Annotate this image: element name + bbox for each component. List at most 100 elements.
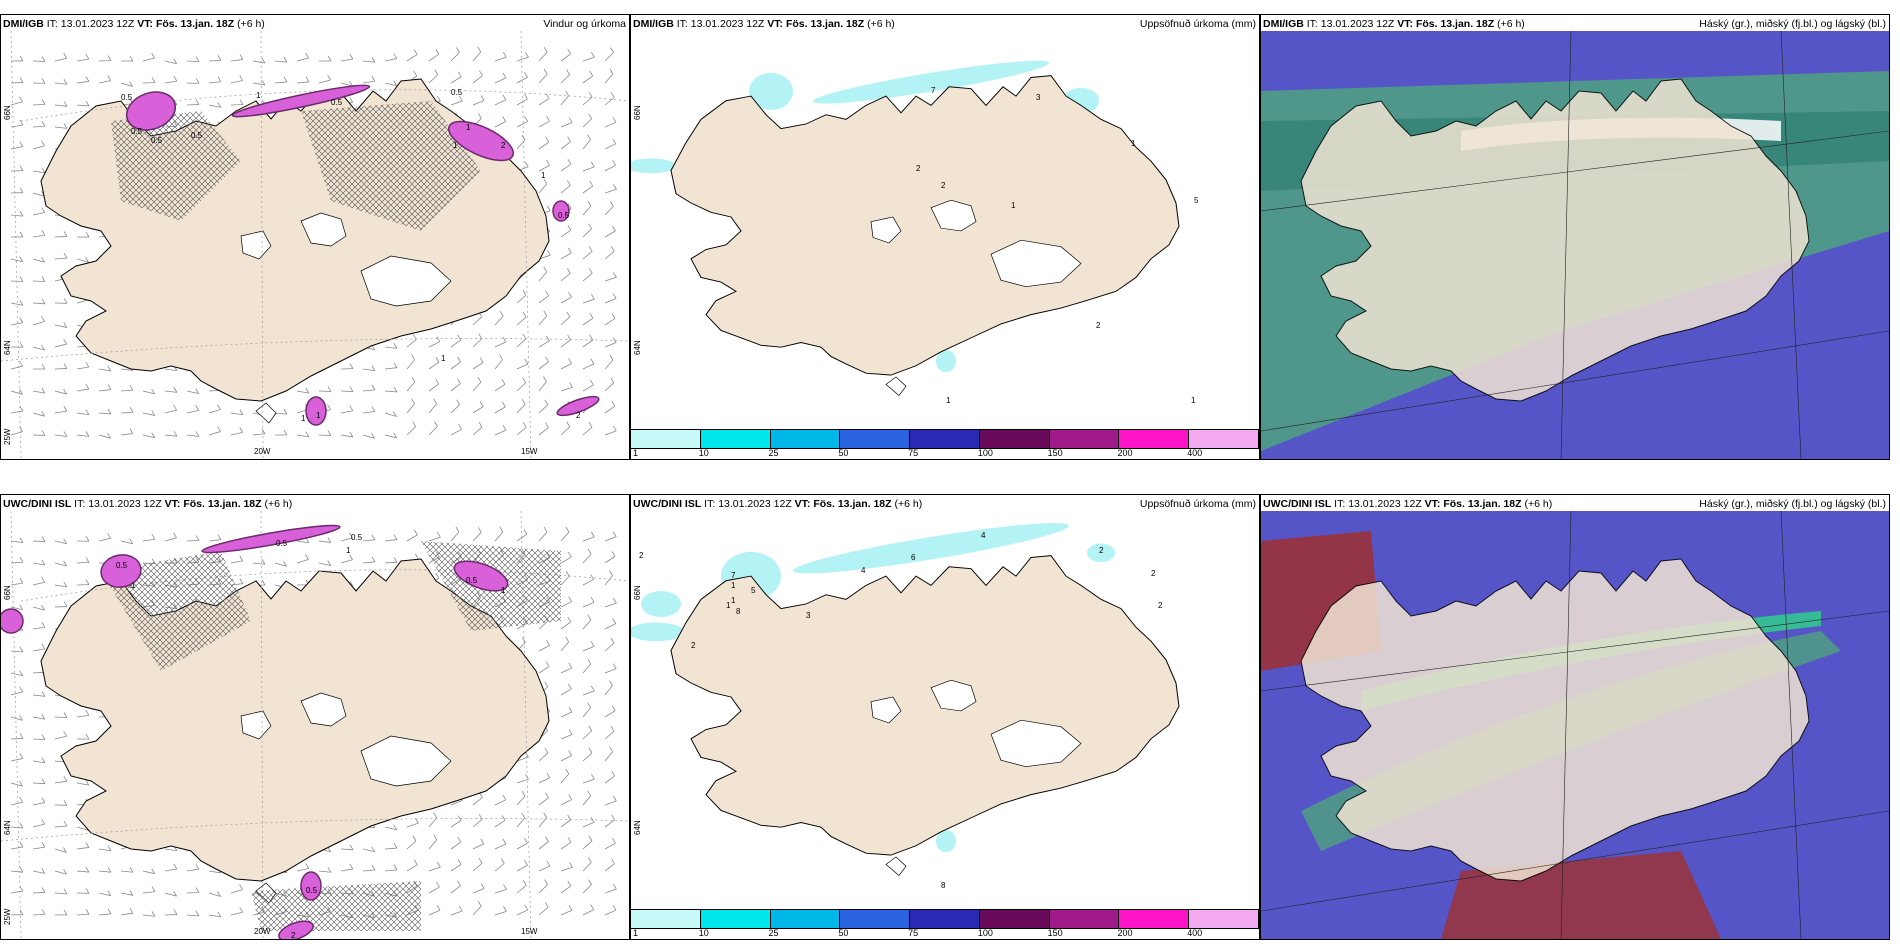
wind-barb-flag xyxy=(173,863,178,870)
wind-barb xyxy=(560,909,573,916)
wind-barb xyxy=(98,892,111,897)
wind-barb xyxy=(76,913,90,916)
panel-clouds-dmi: DMI/IGB IT: 13.01.2023 12Z VT: Fös. 13.j… xyxy=(1260,14,1890,460)
wind-barb xyxy=(340,434,353,438)
wind-barb-flag xyxy=(195,887,200,893)
hatched-area xyxy=(301,101,481,231)
wind-barb xyxy=(516,363,529,370)
wind-barb xyxy=(560,53,571,62)
wind-barb-flag xyxy=(41,559,46,566)
wind-barb xyxy=(560,339,571,348)
graticule-line xyxy=(1560,31,1572,459)
wind-barb-flag xyxy=(393,411,397,417)
wind-barb-flag xyxy=(19,165,24,171)
wind-barb-flag xyxy=(499,354,503,360)
wind-barb-flag xyxy=(590,817,595,823)
wind-barb xyxy=(98,537,111,542)
wind-barb xyxy=(164,60,177,65)
wind-barb xyxy=(230,59,243,62)
wind-barb xyxy=(54,892,67,895)
wind-barb xyxy=(516,76,528,84)
graticule-line xyxy=(20,569,629,602)
hatched-area xyxy=(111,111,241,221)
wind-barb-flag xyxy=(569,862,573,868)
precip-area xyxy=(749,72,793,111)
wind-barb xyxy=(582,909,594,916)
wind-barb-flag xyxy=(502,94,507,100)
contour-value-label: 4 xyxy=(861,566,866,575)
wind-barb-flag xyxy=(327,55,332,62)
wind-barb-flag xyxy=(610,377,615,384)
wind-barb-flag xyxy=(568,117,573,123)
wind-barb-flag xyxy=(19,55,24,62)
wind-barb-flag xyxy=(85,710,90,716)
contour-value-label: 0.5 xyxy=(191,131,203,140)
graticule-line xyxy=(1,818,629,842)
precip-area xyxy=(447,120,515,162)
wind-barb xyxy=(472,532,482,542)
wind-barb-flag xyxy=(85,431,90,437)
wind-barb xyxy=(604,751,613,762)
wind-barb-flag xyxy=(587,548,592,555)
wind-barb xyxy=(494,341,507,348)
contour-value-label: 2 xyxy=(1151,569,1156,578)
wind-barb-flag xyxy=(63,79,68,85)
precip-area xyxy=(936,349,956,373)
wind-barb-flag xyxy=(587,134,591,140)
wind-barb xyxy=(494,406,506,414)
wind-barb xyxy=(450,864,462,872)
wind-barb-flag xyxy=(590,358,595,365)
wind-barb-flag xyxy=(568,292,572,298)
wind-barb xyxy=(560,641,569,652)
wind-barb-flag xyxy=(349,844,354,850)
wind-barb-flag xyxy=(613,184,617,190)
wind-barb-flag xyxy=(502,838,507,845)
wind-barb-flag xyxy=(371,556,376,563)
wind-barb xyxy=(582,553,592,564)
wind-barb-flag xyxy=(239,555,244,562)
wind-barb xyxy=(582,862,592,872)
wind-barb xyxy=(120,870,133,873)
wind-barb xyxy=(582,228,592,238)
precip-area xyxy=(631,158,676,174)
wind-barb xyxy=(208,870,221,874)
wind-barb-flag xyxy=(457,815,462,821)
wind-barb xyxy=(604,164,616,172)
wind-barb xyxy=(406,426,416,436)
wind-barb xyxy=(582,795,592,806)
wind-barb-flag xyxy=(349,80,353,87)
wind-barb xyxy=(32,581,45,586)
wind-barb xyxy=(274,60,287,63)
graticule-line xyxy=(10,511,22,939)
wind-barb-flag xyxy=(412,835,417,842)
wind-barb xyxy=(186,409,199,414)
wind-barb-flag xyxy=(565,636,570,642)
wind-barb-flag xyxy=(63,431,68,437)
wind-barb xyxy=(582,118,592,128)
longitude-label: 15W xyxy=(521,927,538,936)
glacier xyxy=(240,710,272,740)
wind-barb xyxy=(98,913,111,916)
glacier xyxy=(930,199,977,232)
wind-barb-flag xyxy=(63,322,68,328)
wind-barb xyxy=(516,778,529,784)
glacier xyxy=(255,402,277,424)
wind-barb-flag xyxy=(610,92,615,98)
contour-value-label: 8 xyxy=(736,607,741,616)
wind-barb-flag xyxy=(63,601,68,607)
wind-barb-flag xyxy=(588,223,593,229)
wind-barb xyxy=(142,914,155,917)
contour-value-label: 2 xyxy=(291,931,296,940)
colorbar-tick-label: 100 xyxy=(977,448,993,458)
wind-barb-flag xyxy=(41,140,45,146)
panel-wind-precip-dmi: DMI/IGB IT: 13.01.2023 12Z VT: Fös. 13.j… xyxy=(0,14,630,460)
wind-barb-flag xyxy=(546,160,550,166)
wind-barb-flag xyxy=(41,643,46,650)
contour-value-label: 1 xyxy=(1131,139,1136,148)
wind-barb xyxy=(560,296,572,304)
wind-barb-flag xyxy=(435,48,440,55)
wind-barb xyxy=(318,562,331,566)
wind-barb xyxy=(516,817,526,828)
wind-barb xyxy=(538,884,548,894)
wind-barb-flag xyxy=(413,70,418,77)
